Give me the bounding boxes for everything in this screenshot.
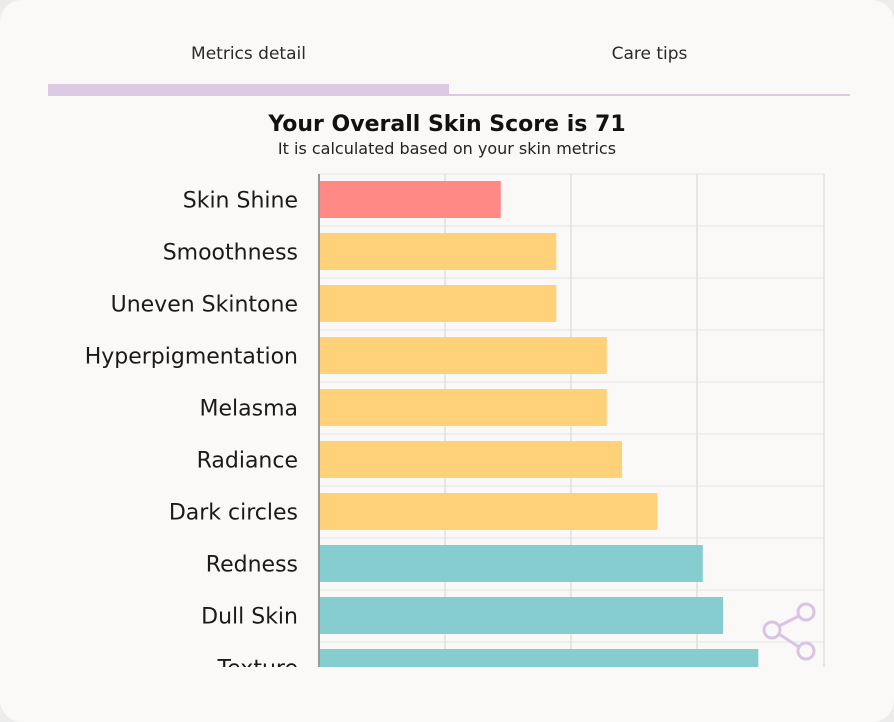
bar-redness (319, 545, 703, 582)
bar-smoothness (319, 233, 557, 270)
tab-active-indicator (48, 84, 449, 96)
bar-hyperpigmentation (319, 337, 607, 374)
tab-metrics-detail[interactable]: Metrics detail (191, 44, 306, 64)
bar-melasma (319, 389, 607, 426)
category-label: Radiance (197, 449, 298, 474)
tab-underline (48, 94, 850, 96)
category-label: Skin Shine (183, 189, 298, 214)
chart-title: Your Overall Skin Score is 71 (268, 112, 626, 137)
category-label: Dull Skin (201, 605, 298, 630)
bar-dark-circles (319, 493, 658, 530)
bar-dull-skin (319, 597, 723, 634)
chart-subtitle: It is calculated based on your skin metr… (277, 139, 617, 158)
category-label: Dark circles (169, 501, 298, 526)
tab-bar: Metrics detail Care tips (48, 0, 850, 96)
bar-radiance (319, 441, 622, 478)
category-label: Texture (216, 657, 298, 682)
tab-care-tips[interactable]: Care tips (611, 44, 688, 64)
category-label: Redness (206, 553, 298, 578)
category-label: Hyperpigmentation (85, 345, 298, 370)
bar-texture (319, 649, 759, 667)
category-label: Uneven Skintone (111, 293, 298, 318)
bar-uneven-skintone (319, 285, 557, 322)
category-label: Smoothness (163, 241, 298, 266)
bar-skin-shine (319, 181, 501, 218)
category-label: Melasma (200, 397, 298, 422)
share-icon[interactable] (760, 602, 820, 662)
